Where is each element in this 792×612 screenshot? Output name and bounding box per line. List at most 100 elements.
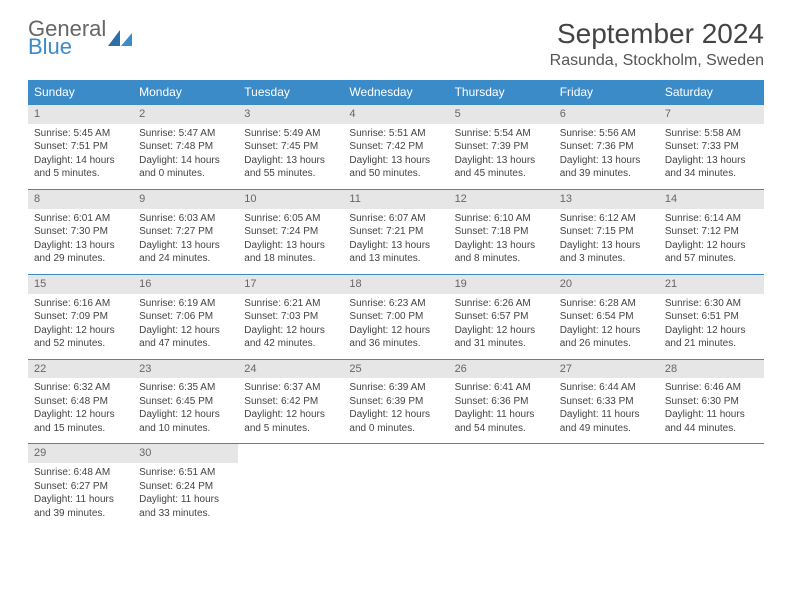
sunrise-text: Sunrise: 6:37 AM [244, 381, 337, 395]
daylight-text: Daylight: 13 hours and 55 minutes. [244, 154, 337, 181]
sunset-text: Sunset: 6:57 PM [455, 310, 548, 324]
day-cell: 16Sunrise: 6:19 AMSunset: 7:06 PMDayligh… [133, 274, 238, 359]
week-row: 1Sunrise: 5:45 AMSunset: 7:51 PMDaylight… [28, 105, 764, 190]
daylight-text: Daylight: 13 hours and 24 minutes. [139, 239, 232, 266]
daylight-text: Daylight: 13 hours and 50 minutes. [349, 154, 442, 181]
day-number: 7 [659, 105, 764, 124]
day-cell: .... [343, 444, 448, 528]
day-number: 15 [28, 275, 133, 294]
sunrise-text: Sunrise: 6:32 AM [34, 381, 127, 395]
sunrise-text: Sunrise: 6:44 AM [560, 381, 653, 395]
day-body: Sunrise: 6:23 AMSunset: 7:00 PMDaylight:… [343, 294, 448, 359]
daylight-text: Daylight: 12 hours and 10 minutes. [139, 408, 232, 435]
day-body: Sunrise: 6:44 AMSunset: 6:33 PMDaylight:… [554, 378, 659, 443]
day-cell: 14Sunrise: 6:14 AMSunset: 7:12 PMDayligh… [659, 189, 764, 274]
sunset-text: Sunset: 6:54 PM [560, 310, 653, 324]
dow-saturday: Saturday [659, 80, 764, 105]
sunset-text: Sunset: 7:03 PM [244, 310, 337, 324]
sunrise-text: Sunrise: 5:58 AM [665, 127, 758, 141]
day-body: Sunrise: 5:54 AMSunset: 7:39 PMDaylight:… [449, 124, 554, 189]
day-number: 26 [449, 360, 554, 379]
daylight-text: Daylight: 13 hours and 18 minutes. [244, 239, 337, 266]
title-block: September 2024 Rasunda, Stockholm, Swede… [550, 18, 764, 70]
day-cell: 2Sunrise: 5:47 AMSunset: 7:48 PMDaylight… [133, 105, 238, 190]
daylight-text: Daylight: 11 hours and 54 minutes. [455, 408, 548, 435]
day-body: Sunrise: 5:45 AMSunset: 7:51 PMDaylight:… [28, 124, 133, 189]
day-number: 4 [343, 105, 448, 124]
day-body: Sunrise: 6:30 AMSunset: 6:51 PMDaylight:… [659, 294, 764, 359]
calendar-table: Sunday Monday Tuesday Wednesday Thursday… [28, 80, 764, 528]
week-row: 29Sunrise: 6:48 AMSunset: 6:27 PMDayligh… [28, 444, 764, 528]
dow-friday: Friday [554, 80, 659, 105]
month-title: September 2024 [550, 18, 764, 50]
day-number: 14 [659, 190, 764, 209]
day-cell: 25Sunrise: 6:39 AMSunset: 6:39 PMDayligh… [343, 359, 448, 444]
day-cell: 15Sunrise: 6:16 AMSunset: 7:09 PMDayligh… [28, 274, 133, 359]
day-cell: .... [554, 444, 659, 528]
daylight-text: Daylight: 12 hours and 36 minutes. [349, 324, 442, 351]
sunset-text: Sunset: 6:48 PM [34, 395, 127, 409]
sunrise-text: Sunrise: 6:12 AM [560, 212, 653, 226]
day-cell: 7Sunrise: 5:58 AMSunset: 7:33 PMDaylight… [659, 105, 764, 190]
dow-row: Sunday Monday Tuesday Wednesday Thursday… [28, 80, 764, 105]
day-number: 12 [449, 190, 554, 209]
daylight-text: Daylight: 13 hours and 13 minutes. [349, 239, 442, 266]
sunrise-text: Sunrise: 6:51 AM [139, 466, 232, 480]
day-number: 21 [659, 275, 764, 294]
daylight-text: Daylight: 14 hours and 0 minutes. [139, 154, 232, 181]
dow-thursday: Thursday [449, 80, 554, 105]
day-body: Sunrise: 6:26 AMSunset: 6:57 PMDaylight:… [449, 294, 554, 359]
sunrise-text: Sunrise: 6:21 AM [244, 297, 337, 311]
sunrise-text: Sunrise: 5:45 AM [34, 127, 127, 141]
day-body: Sunrise: 6:35 AMSunset: 6:45 PMDaylight:… [133, 378, 238, 443]
day-cell: 18Sunrise: 6:23 AMSunset: 7:00 PMDayligh… [343, 274, 448, 359]
daylight-text: Daylight: 13 hours and 34 minutes. [665, 154, 758, 181]
daylight-text: Daylight: 13 hours and 3 minutes. [560, 239, 653, 266]
sunset-text: Sunset: 7:06 PM [139, 310, 232, 324]
sunset-text: Sunset: 7:09 PM [34, 310, 127, 324]
day-cell: 9Sunrise: 6:03 AMSunset: 7:27 PMDaylight… [133, 189, 238, 274]
sunset-text: Sunset: 7:24 PM [244, 225, 337, 239]
day-cell: 8Sunrise: 6:01 AMSunset: 7:30 PMDaylight… [28, 189, 133, 274]
day-cell: 23Sunrise: 6:35 AMSunset: 6:45 PMDayligh… [133, 359, 238, 444]
sunrise-text: Sunrise: 6:39 AM [349, 381, 442, 395]
sunset-text: Sunset: 6:30 PM [665, 395, 758, 409]
sunrise-text: Sunrise: 6:48 AM [34, 466, 127, 480]
day-number: 29 [28, 444, 133, 463]
daylight-text: Daylight: 12 hours and 57 minutes. [665, 239, 758, 266]
day-number: 8 [28, 190, 133, 209]
day-body: Sunrise: 6:41 AMSunset: 6:36 PMDaylight:… [449, 378, 554, 443]
day-number: 11 [343, 190, 448, 209]
sunrise-text: Sunrise: 5:49 AM [244, 127, 337, 141]
dow-monday: Monday [133, 80, 238, 105]
day-number: 9 [133, 190, 238, 209]
day-cell: 24Sunrise: 6:37 AMSunset: 6:42 PMDayligh… [238, 359, 343, 444]
daylight-text: Daylight: 12 hours and 21 minutes. [665, 324, 758, 351]
day-number: 10 [238, 190, 343, 209]
day-body: Sunrise: 6:32 AMSunset: 6:48 PMDaylight:… [28, 378, 133, 443]
day-cell: 26Sunrise: 6:41 AMSunset: 6:36 PMDayligh… [449, 359, 554, 444]
day-body: Sunrise: 6:14 AMSunset: 7:12 PMDaylight:… [659, 209, 764, 274]
day-cell: 6Sunrise: 5:56 AMSunset: 7:36 PMDaylight… [554, 105, 659, 190]
day-number: 25 [343, 360, 448, 379]
daylight-text: Daylight: 11 hours and 33 minutes. [139, 493, 232, 520]
day-body: Sunrise: 6:28 AMSunset: 6:54 PMDaylight:… [554, 294, 659, 359]
daylight-text: Daylight: 11 hours and 44 minutes. [665, 408, 758, 435]
sunset-text: Sunset: 7:51 PM [34, 140, 127, 154]
sunrise-text: Sunrise: 6:46 AM [665, 381, 758, 395]
day-body: Sunrise: 5:58 AMSunset: 7:33 PMDaylight:… [659, 124, 764, 189]
day-body: Sunrise: 6:51 AMSunset: 6:24 PMDaylight:… [133, 463, 238, 528]
day-number: 1 [28, 105, 133, 124]
daylight-text: Daylight: 13 hours and 29 minutes. [34, 239, 127, 266]
day-number: 22 [28, 360, 133, 379]
sunset-text: Sunset: 7:00 PM [349, 310, 442, 324]
daylight-text: Daylight: 13 hours and 45 minutes. [455, 154, 548, 181]
day-body: Sunrise: 6:21 AMSunset: 7:03 PMDaylight:… [238, 294, 343, 359]
day-number: 6 [554, 105, 659, 124]
day-cell: 20Sunrise: 6:28 AMSunset: 6:54 PMDayligh… [554, 274, 659, 359]
daylight-text: Daylight: 12 hours and 42 minutes. [244, 324, 337, 351]
sunset-text: Sunset: 6:42 PM [244, 395, 337, 409]
daylight-text: Daylight: 12 hours and 52 minutes. [34, 324, 127, 351]
sunset-text: Sunset: 7:33 PM [665, 140, 758, 154]
sunset-text: Sunset: 7:42 PM [349, 140, 442, 154]
